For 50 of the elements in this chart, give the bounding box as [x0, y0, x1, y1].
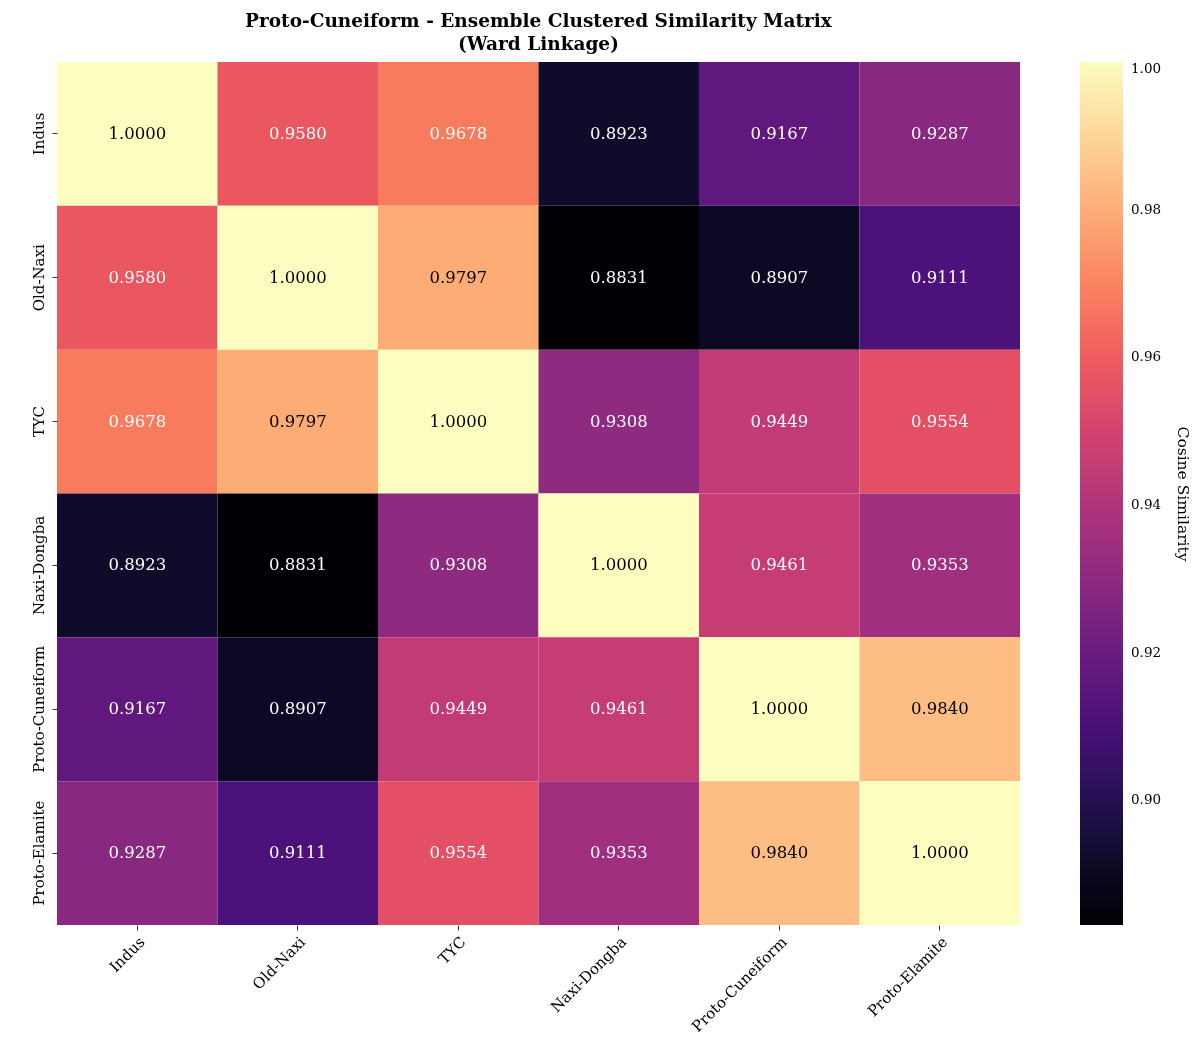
data-label: 0.9353 — [589, 843, 648, 863]
color-bar-label: 0.92 — [1131, 643, 1162, 660]
data-label: 0.9353 — [910, 555, 969, 575]
data-label: 0.8923 — [108, 555, 167, 575]
color-bar-label: 0.90 — [1131, 791, 1162, 808]
color-bar-label: 1.00 — [1131, 60, 1162, 76]
data-label: 0.8831 — [268, 555, 327, 575]
data-label: 0.9287 — [910, 123, 969, 143]
data-label: 0.9167 — [108, 699, 167, 719]
data-label: 0.9461 — [589, 699, 648, 719]
data-label: 0.9580 — [108, 267, 167, 287]
data-label: 0.9449 — [750, 411, 809, 431]
data-label: 0.8907 — [750, 267, 809, 287]
y-tick-label: Proto-Cuneiform — [29, 645, 48, 773]
data-label: 0.9111 — [268, 843, 327, 863]
data-label: 0.9678 — [429, 123, 488, 143]
y-tick-label: Old-Naxi — [29, 244, 48, 312]
data-label: 0.9287 — [108, 843, 167, 863]
data-label: 0.9461 — [750, 555, 809, 575]
chart-title: Proto-Cuneiform - Ensemble Clustered Similarity Matrix (Ward Linkage) — [245, 9, 833, 54]
y-tick-label: Naxi-Dongba — [29, 515, 48, 616]
data-label: 0.9840 — [750, 843, 809, 863]
data-label: 0.8907 — [268, 699, 327, 719]
y-tick-label: Indus — [29, 112, 48, 156]
color-bar-label: 0.96 — [1131, 348, 1162, 365]
data-label: 0.9840 — [910, 699, 969, 719]
color-bar-label: 0.98 — [1131, 200, 1162, 217]
y-tick-label: TYC — [29, 406, 48, 438]
data-label: 0.9308 — [429, 555, 488, 575]
color-bar-label: 0.94 — [1131, 495, 1162, 512]
y-tick-label: Proto-Elamite — [29, 800, 48, 906]
data-label: 0.9580 — [268, 123, 327, 143]
data-label: 0.9111 — [910, 267, 969, 287]
data-label: 1.0000 — [429, 411, 488, 431]
data-label: 0.8923 — [589, 123, 648, 143]
data-label: 0.9449 — [429, 699, 488, 719]
data-label: 0.9797 — [268, 411, 327, 431]
data-label: 0.8831 — [589, 267, 648, 287]
data-label: 0.9554 — [429, 843, 488, 863]
color-bar-title: Cosine Similarity — [1174, 426, 1192, 562]
data-label: 1.0000 — [910, 843, 969, 863]
data-label: 0.9554 — [910, 411, 969, 431]
data-label: 0.9167 — [750, 123, 809, 143]
data-label: 1.0000 — [589, 555, 648, 575]
data-label: 1.0000 — [268, 267, 327, 287]
data-label: 0.9308 — [589, 411, 648, 431]
data-label: 0.9678 — [108, 411, 167, 431]
data-label: 1.0000 — [750, 699, 809, 719]
data-label: 1.0000 — [108, 123, 167, 143]
data-label: 0.9797 — [429, 267, 488, 287]
